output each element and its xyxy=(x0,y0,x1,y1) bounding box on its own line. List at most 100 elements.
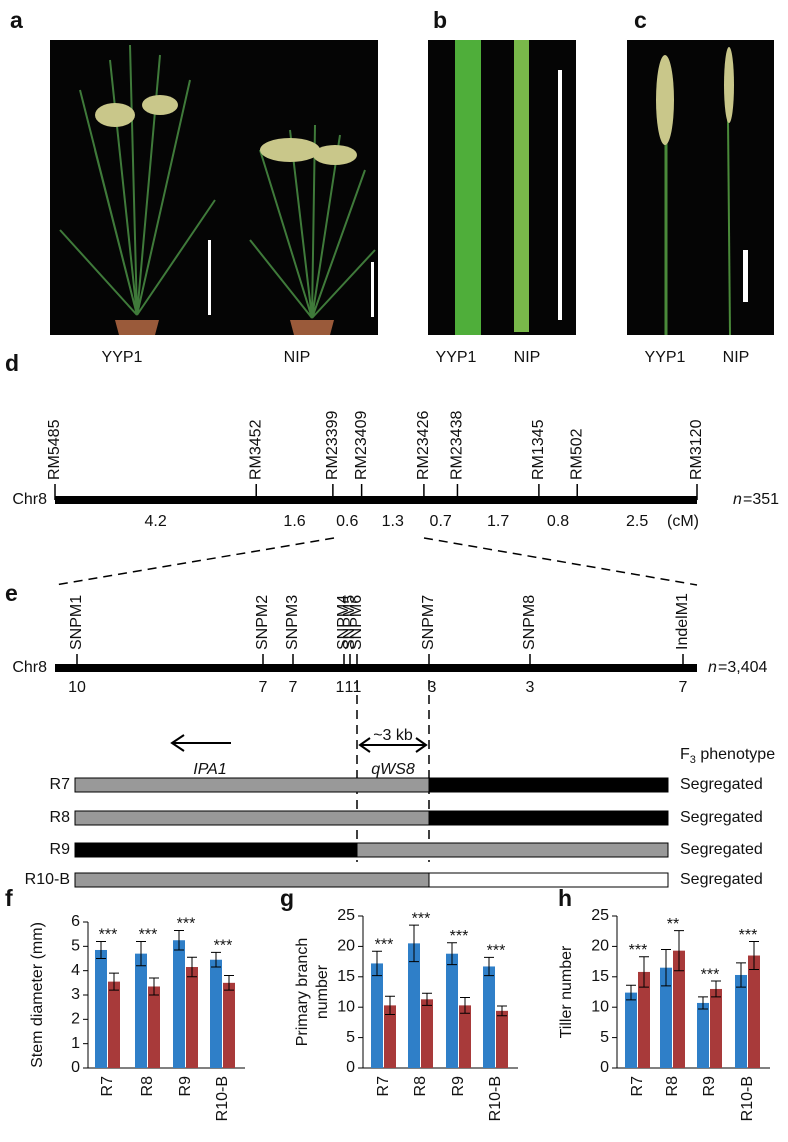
x-tick-label: R8 xyxy=(139,1076,156,1097)
marker-label: SNPM4 xyxy=(335,595,352,650)
panel-letter: h xyxy=(558,885,572,911)
photo-label: NIP xyxy=(514,349,541,366)
y-tick-label: 6 xyxy=(71,913,80,930)
genotype-segment xyxy=(74,842,358,858)
region-label: ~3 kb xyxy=(373,727,413,744)
marker-label: SNPM7 xyxy=(420,595,437,650)
error-bar xyxy=(674,930,684,972)
error-bar xyxy=(136,940,146,967)
recombinant-count: 7 xyxy=(259,679,268,696)
distance-label: 1.7 xyxy=(487,513,509,530)
marker-label: SNPM3 xyxy=(284,595,301,650)
distance-label: 1.3 xyxy=(382,513,404,530)
panel-letter: d xyxy=(5,350,19,376)
marker-label: RM23399 xyxy=(324,411,341,480)
panicles xyxy=(95,95,357,165)
bar xyxy=(710,988,722,1068)
error-bar xyxy=(149,977,159,996)
y-tick-label: 1 xyxy=(71,1035,80,1052)
error-bar xyxy=(385,995,395,1015)
error-bar xyxy=(409,924,419,963)
marker-label: SNPM6 xyxy=(348,595,365,650)
distance-label: 0.6 xyxy=(336,513,358,530)
significance: *** xyxy=(629,942,648,959)
zoom-lines xyxy=(54,537,698,862)
n-value: =3,404 xyxy=(718,659,767,676)
marker-label: RM502 xyxy=(568,428,585,480)
line-name: R10-B xyxy=(25,871,70,888)
bar xyxy=(223,982,235,1068)
significance: *** xyxy=(701,966,720,983)
bar xyxy=(625,992,637,1068)
recombinant-count: 7 xyxy=(679,679,688,696)
marker-label: SNPM8 xyxy=(521,595,538,650)
error-bar xyxy=(211,951,221,968)
recombinant-count: 1 xyxy=(353,679,362,696)
distance-label: 0.7 xyxy=(430,513,452,530)
significance: *** xyxy=(450,928,469,945)
bar xyxy=(173,940,185,1068)
y-tick-label: 0 xyxy=(600,1059,609,1076)
genotype-segment xyxy=(428,777,669,793)
error-bar xyxy=(224,975,234,991)
y-tick-label: 4 xyxy=(71,962,80,979)
photo-label: YYP1 xyxy=(436,349,477,366)
phenotype: Segregated xyxy=(680,841,763,858)
bar xyxy=(735,974,747,1068)
chromosome xyxy=(55,664,697,672)
y-tick-label: 15 xyxy=(337,968,355,985)
phenotype-header-part: phenotype xyxy=(696,746,775,763)
pots xyxy=(115,320,334,335)
bar xyxy=(660,967,672,1068)
y-tick-label: 20 xyxy=(337,938,355,955)
bar xyxy=(483,966,495,1068)
phenotype-header: F3 phenotype xyxy=(680,746,775,766)
distance-label: 2.5 xyxy=(626,513,648,530)
error-bar xyxy=(661,948,671,987)
chromosome-label: Chr8 xyxy=(12,659,47,676)
scale-bars xyxy=(208,70,748,320)
panel-letter: f xyxy=(5,885,13,911)
recombinant-count: 10 xyxy=(68,679,86,696)
bar xyxy=(459,1005,471,1068)
bar xyxy=(108,981,120,1068)
marker-label: RM3120 xyxy=(688,419,705,480)
y-tick-label: 15 xyxy=(591,968,609,985)
genotype-segment xyxy=(74,872,430,888)
y-tick-label: 5 xyxy=(71,938,80,955)
bar xyxy=(673,950,685,1068)
marker-label: RM3452 xyxy=(247,419,264,480)
x-tick-label: R10-B xyxy=(487,1076,504,1121)
bar xyxy=(210,959,222,1068)
panel-letter: a xyxy=(10,7,23,33)
y-tick-label: 25 xyxy=(591,907,609,924)
phenotype-header-part: 3 xyxy=(690,754,696,766)
error-bar xyxy=(497,1005,507,1017)
genotype-segment xyxy=(74,777,430,793)
y-axis-label: Tiller number xyxy=(558,945,575,1038)
significance: *** xyxy=(739,927,758,944)
recombinant-count: 1 xyxy=(345,679,354,696)
bar xyxy=(638,971,650,1068)
y-tick-label: 20 xyxy=(591,938,609,955)
significance: *** xyxy=(214,938,233,955)
bar xyxy=(186,967,198,1068)
line-name: R8 xyxy=(50,809,71,826)
phenotype-header-part: F xyxy=(680,746,690,763)
bar xyxy=(135,953,147,1068)
chromosome xyxy=(55,496,697,504)
panel-letter: c xyxy=(634,7,647,33)
unit-label: (cM) xyxy=(667,513,699,530)
photo-label: YYP1 xyxy=(102,349,143,366)
distance-label: 1.6 xyxy=(283,513,305,530)
significance: *** xyxy=(487,943,506,960)
panicle-c xyxy=(656,47,734,336)
stem-yyp1 xyxy=(455,40,481,335)
error-bar xyxy=(639,956,649,988)
marker-label: RM5485 xyxy=(46,419,63,480)
phenotype: Segregated xyxy=(680,871,763,888)
bar xyxy=(408,943,420,1068)
x-tick-label: R9 xyxy=(450,1076,467,1097)
marker-label: RM23409 xyxy=(353,411,370,480)
significance: *** xyxy=(139,927,158,944)
